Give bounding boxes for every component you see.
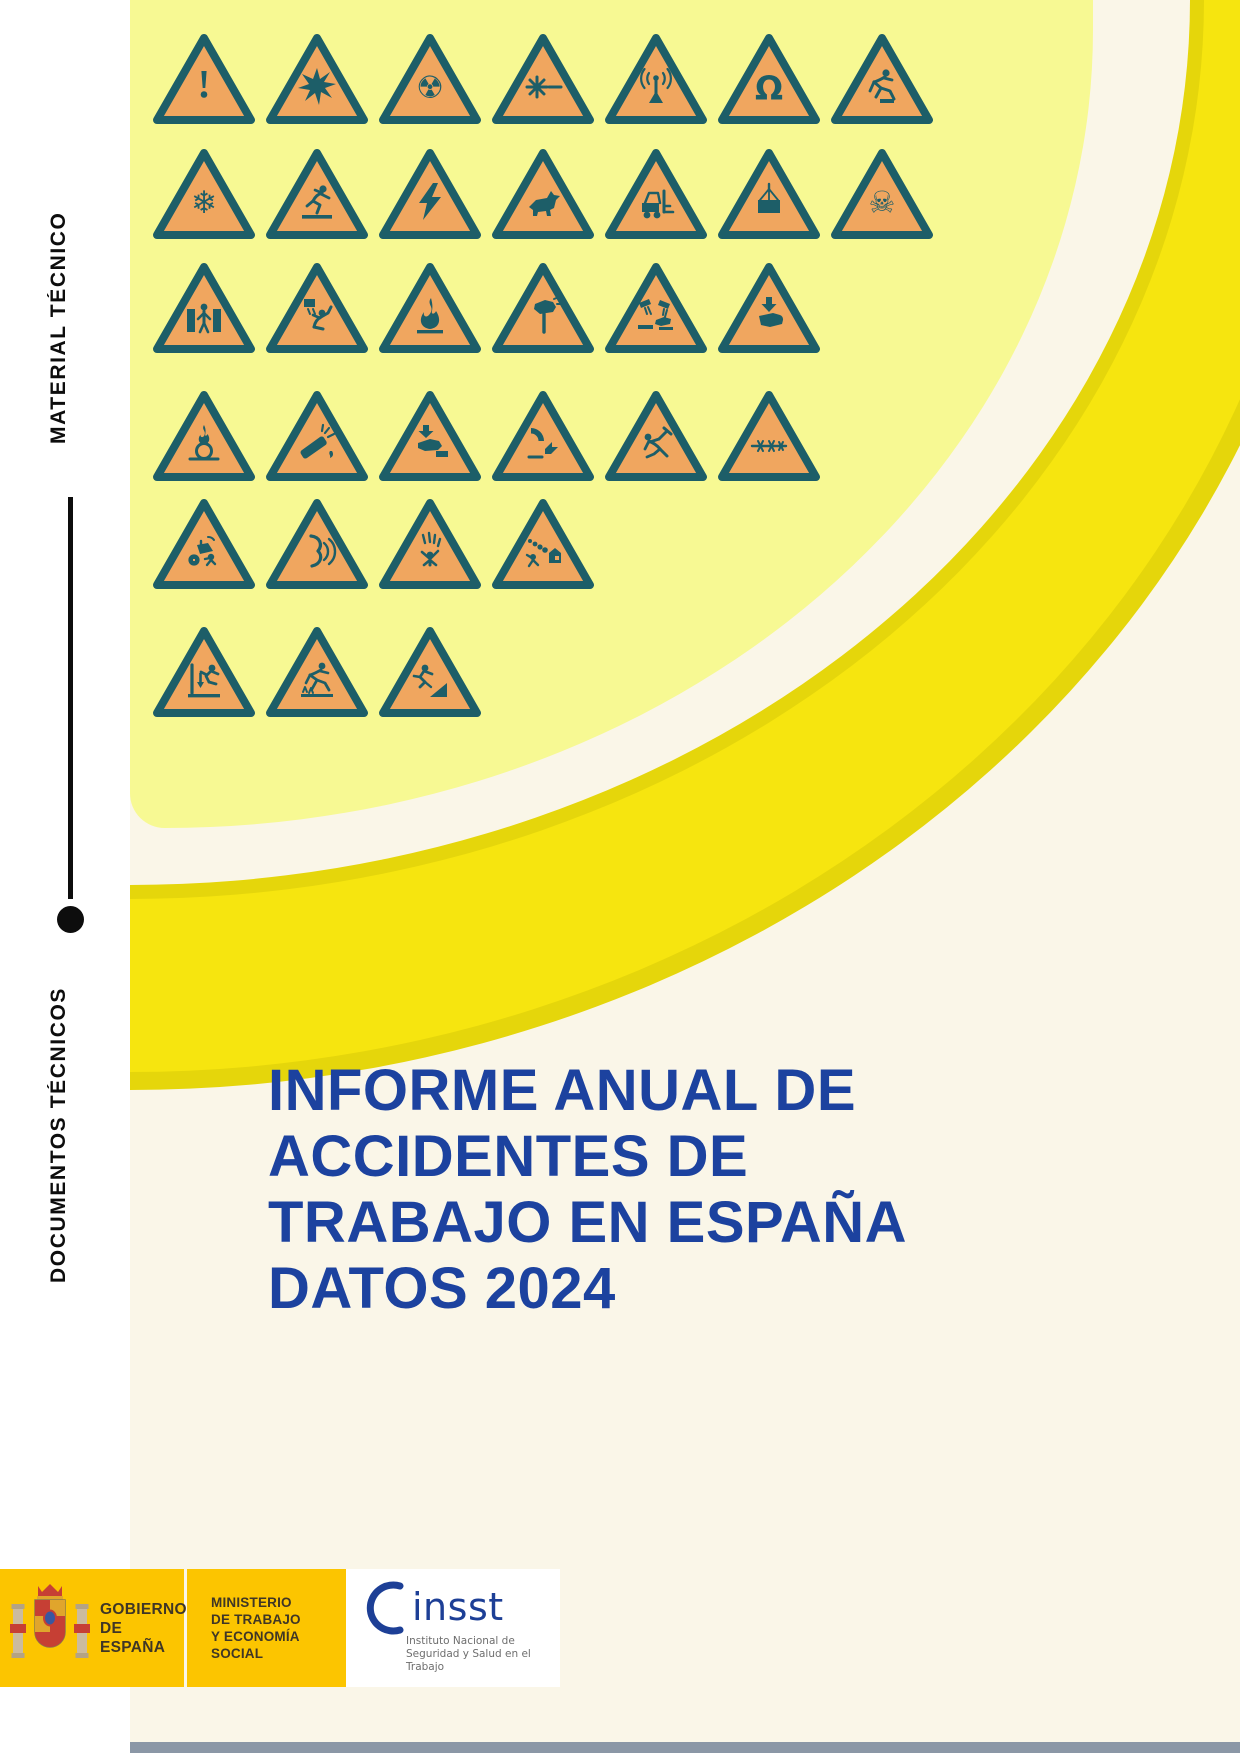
electricity-warning-icon <box>379 149 481 239</box>
non-ionizing-radiation-warning-icon <box>605 34 707 124</box>
forklift-traffic-warning-icon <box>605 149 707 239</box>
low-temperature-warning-icon: ❄ <box>153 149 255 239</box>
title-line-1: INFORME ANUAL DE <box>268 1058 856 1123</box>
ministry-logo-block: MINISTERIO DE TRABAJO Y ECONOMÍA SOCIAL <box>187 1569 346 1687</box>
trip-obstacle-warning-icon <box>266 627 368 717</box>
crush-between-objects-warning-icon <box>153 263 255 353</box>
left-margin-column <box>0 0 130 1753</box>
gas-cylinder-burst-warning-icon <box>266 391 368 481</box>
pictogram-row-1: ☢ Ω <box>152 33 934 125</box>
bottom-edge-strip <box>130 1742 1240 1753</box>
insst-acronym: insst <box>412 1585 504 1629</box>
government-logo-block: GOBIERNO DE ESPAÑA <box>0 1569 187 1687</box>
ministry-line-1: MINISTERIO <box>211 1595 292 1610</box>
pictogram-row-6 <box>152 626 482 718</box>
insst-arc-icon <box>366 1581 404 1635</box>
title-line-3: TRABAJO EN ESPAÑA <box>268 1190 908 1255</box>
vehicle-rollover-warning-icon <box>153 499 255 589</box>
general-warning-warning-icon <box>153 34 255 124</box>
sidebar-label-documentos-tecnicos: DOCUMENTOS TÉCNICOS <box>47 986 70 1283</box>
trip-hazard-warning-icon <box>831 34 933 124</box>
pictogram-row-3 <box>152 262 821 354</box>
magnetic-field-warning-icon: Ω <box>718 34 820 124</box>
svg-text:❄: ❄ <box>191 185 217 221</box>
title-line-4: DATOS 2024 <box>268 1256 616 1321</box>
sidebar-vertical-line <box>68 497 73 899</box>
pictogram-row-2: ❄ ☠ <box>152 148 934 240</box>
loud-noise-warning-icon <box>266 499 368 589</box>
cutting-machinery-warning-icon <box>492 391 594 481</box>
overhead-falling-object-warning-icon <box>266 263 368 353</box>
flammable-material-warning-icon <box>379 263 481 353</box>
guard-dog-warning-icon <box>492 149 594 239</box>
explosive-material-warning-icon <box>266 34 368 124</box>
ministry-line-2: DE TRABAJO <box>211 1612 301 1627</box>
hand-injury-warning-icon <box>492 263 594 353</box>
gobierno-line-2: DE ESPAÑA <box>100 1619 166 1656</box>
fall-into-pit-warning-icon <box>379 627 481 717</box>
sidebar-label-material-tecnico: MATERIAL TÉCNICO <box>47 211 70 444</box>
barbed-wire-warning-icon <box>718 391 820 481</box>
hand-crush-press-warning-icon <box>718 263 820 353</box>
falling-icicles-warning-icon <box>379 499 481 589</box>
svg-text:Ω: Ω <box>755 69 783 108</box>
insst-subtitle-line-1: Instituto Nacional de <box>406 1635 515 1647</box>
svg-text:☢: ☢ <box>416 70 444 106</box>
suspended-load-warning-icon <box>718 149 820 239</box>
svg-text:☠: ☠ <box>869 186 896 221</box>
insst-subtitle-line-2: Seguridad y Salud en el Trabajo <box>406 1648 531 1673</box>
corrosive-substance-warning-icon <box>605 263 707 353</box>
title-line-2: ACCIDENTES DE <box>268 1124 749 1189</box>
excavation-work-warning-icon <box>605 391 707 481</box>
ministry-line-3: Y ECONOMÍA SOCIAL <box>211 1629 300 1661</box>
page-title: INFORME ANUAL DE ACCIDENTES DE TRABAJO E… <box>268 1058 1048 1322</box>
gobierno-line-1: GOBIERNO <box>100 1600 187 1618</box>
fall-from-height-warning-icon <box>153 627 255 717</box>
rockfall-landslide-warning-icon <box>492 499 594 589</box>
radioactive-warning-icon: ☢ <box>379 34 481 124</box>
oxidizing-material-warning-icon <box>153 391 255 481</box>
sidebar-dot <box>57 906 84 933</box>
insst-logo-block: insst Instituto Nacional de Seguridad y … <box>346 1569 560 1687</box>
toxic-material-warning-icon: ☠ <box>831 149 933 239</box>
slippery-surface-warning-icon <box>266 149 368 239</box>
laser-beam-warning-icon <box>492 34 594 124</box>
spain-coat-of-arms-icon <box>10 1584 90 1658</box>
pictogram-row-4 <box>152 390 821 482</box>
hand-entrapment-warning-icon <box>379 391 481 481</box>
pictogram-row-5 <box>152 498 595 590</box>
